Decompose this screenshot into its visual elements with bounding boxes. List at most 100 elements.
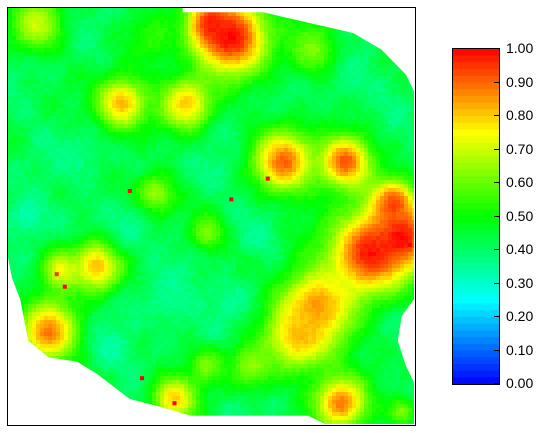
- heatmap-cell: [208, 32, 212, 36]
- heatmap-cell: [144, 88, 148, 92]
- heatmap-cell: [120, 52, 124, 56]
- heatmap-cell: [408, 100, 412, 104]
- heatmap-cell: [36, 60, 40, 64]
- heatmap-cell: [168, 92, 172, 96]
- heatmap-cell: [232, 76, 236, 80]
- heatmap-cell: [52, 76, 56, 80]
- heatmap-cell: [372, 56, 376, 60]
- heatmap-cell: [60, 52, 64, 56]
- heatmap-cell: [316, 160, 320, 164]
- heatmap-cell: [148, 144, 152, 148]
- heatmap-cell: [60, 124, 64, 128]
- heatmap-cell: [36, 152, 40, 156]
- heatmap-cell: [164, 56, 168, 60]
- heatmap-cell: [32, 132, 36, 136]
- heatmap-cell: [216, 56, 220, 60]
- heatmap-cell: [232, 140, 236, 144]
- heatmap-cell: [208, 128, 212, 132]
- heatmap-cell: [92, 44, 96, 48]
- heatmap-cell: [300, 112, 304, 116]
- heatmap-cell: [28, 60, 32, 64]
- heatmap-cell: [412, 112, 414, 116]
- heatmap-cell: [184, 84, 188, 88]
- heatmap-cell: [356, 188, 360, 192]
- heatmap-cell: [116, 104, 120, 108]
- heatmap-cell: [72, 16, 76, 20]
- heatmap-cell: [128, 24, 132, 28]
- heatmap-cell: [184, 76, 188, 80]
- heatmap-cell: [252, 148, 256, 152]
- heatmap-cell: [164, 108, 168, 112]
- heatmap-cell: [112, 36, 116, 40]
- heatmap-cell: [80, 12, 84, 16]
- heatmap-cell: [36, 168, 40, 172]
- heatmap-cell: [48, 152, 52, 156]
- heatmap-cell: [140, 44, 144, 48]
- heatmap-cell: [276, 88, 280, 92]
- heatmap-cell: [108, 8, 112, 12]
- heatmap-cell: [184, 64, 188, 68]
- heatmap-cell: [132, 12, 136, 16]
- heatmap-cell: [308, 68, 312, 72]
- heatmap-cell: [16, 72, 20, 76]
- heatmap-cell: [192, 40, 196, 44]
- heatmap-cell: [372, 188, 376, 192]
- heatmap-cell: [228, 92, 232, 96]
- heatmap-cell: [288, 188, 292, 192]
- heatmap-cell: [72, 44, 76, 48]
- heatmap-cell: [108, 140, 112, 144]
- heatmap-cell: [44, 192, 48, 196]
- heatmap-cell: [44, 88, 48, 92]
- heatmap-cell: [148, 44, 152, 48]
- heatmap-cell: [104, 152, 108, 156]
- heatmap-cell: [220, 168, 224, 172]
- heatmap-cell: [300, 56, 304, 60]
- heatmap-cell: [376, 104, 380, 108]
- heatmap-cell: [120, 172, 124, 176]
- heatmap-cell: [48, 60, 52, 64]
- heatmap-cell: [312, 132, 316, 136]
- heatmap-cell: [256, 156, 260, 160]
- heatmap-cell: [312, 76, 316, 80]
- heatmap-cell: [304, 64, 308, 68]
- heatmap-cell: [52, 136, 56, 140]
- heatmap-cell: [388, 80, 392, 84]
- heatmap-cell: [48, 180, 52, 184]
- heatmap-cell: [48, 64, 52, 68]
- heatmap-cell: [332, 72, 336, 76]
- heatmap-cell: [260, 120, 264, 124]
- heatmap-cell: [160, 64, 164, 68]
- heatmap-cell: [68, 108, 72, 112]
- heatmap-cell: [40, 64, 44, 68]
- heatmap-cell: [132, 92, 136, 96]
- heatmap-cell: [132, 172, 136, 176]
- heatmap-cell: [112, 60, 116, 64]
- heatmap-cell: [68, 76, 72, 80]
- heatmap-cell: [204, 16, 208, 20]
- heatmap-cell: [84, 172, 88, 176]
- heatmap-cell: [16, 52, 20, 56]
- heatmap-cell: [260, 188, 264, 192]
- heatmap-cell: [140, 92, 144, 96]
- heatmap-cell: [36, 196, 40, 200]
- heatmap-cell: [36, 112, 40, 116]
- heatmap-cell: [8, 64, 12, 68]
- heatmap-cell: [92, 188, 96, 192]
- heatmap-cell: [240, 176, 244, 180]
- heatmap-cell: [8, 188, 12, 192]
- heatmap-cell: [24, 124, 28, 128]
- heatmap-cell: [116, 188, 120, 192]
- heatmap-cell: [152, 100, 156, 104]
- heatmap-cell: [72, 152, 76, 156]
- heatmap-cell: [32, 68, 36, 72]
- heatmap-cell: [300, 68, 304, 72]
- heatmap-cell: [108, 68, 112, 72]
- heatmap-cell: [292, 112, 296, 116]
- heatmap-cell: [316, 116, 320, 120]
- heatmap-cell: [288, 64, 292, 68]
- heatmap-cell: [216, 132, 220, 136]
- heatmap-cell: [160, 148, 164, 152]
- heatmap-cell: [184, 80, 188, 84]
- heatmap-cell: [316, 56, 320, 60]
- heatmap-cell: [28, 28, 32, 32]
